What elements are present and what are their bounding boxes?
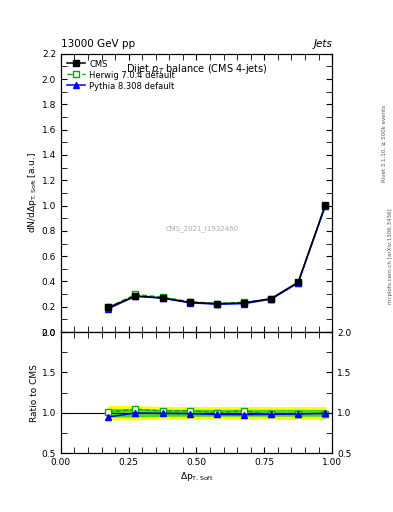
X-axis label: $\Delta\rm{p}_{T,Soft}$: $\Delta\rm{p}_{T,Soft}$ [180,470,213,482]
Line: Pythia 8.308 default: Pythia 8.308 default [106,203,328,311]
Herwig 7.0.4 default [133,291,138,297]
Text: Jets: Jets [313,38,332,49]
Pythia 8.308 default [133,293,138,299]
Herwig 7.0.4 default [323,203,328,209]
CMS [296,279,301,285]
CMS [106,304,111,310]
Pythia 8.308 default [160,295,165,301]
Pythia 8.308 default [215,301,219,307]
Pythia 8.308 default [269,296,274,302]
Text: CMS_2021_I1932460: CMS_2021_I1932460 [165,226,239,232]
Text: mcplots.cern.ch [arXiv:1306.3436]: mcplots.cern.ch [arXiv:1306.3436] [388,208,393,304]
CMS [242,300,246,306]
Herwig 7.0.4 default [160,294,165,300]
Pythia 8.308 default [242,301,246,307]
Pythia 8.308 default [106,306,111,312]
Line: Herwig 7.0.4 default: Herwig 7.0.4 default [106,203,328,310]
Legend: CMS, Herwig 7.0.4 default, Pythia 8.308 default: CMS, Herwig 7.0.4 default, Pythia 8.308 … [65,58,177,93]
Pythia 8.308 default [296,280,301,286]
Text: 13000 GeV pp: 13000 GeV pp [61,38,135,49]
CMS [133,293,138,299]
CMS [269,295,274,302]
Herwig 7.0.4 default [242,299,246,305]
CMS [323,202,328,208]
Herwig 7.0.4 default [215,301,219,307]
CMS [215,301,219,307]
Text: Rivet 3.1.10, ≥ 500k events: Rivet 3.1.10, ≥ 500k events [382,105,387,182]
Herwig 7.0.4 default [106,304,111,310]
Y-axis label: dN/d$\Delta\rm{p}_{T,Soft}$ [a.u.]: dN/d$\Delta\rm{p}_{T,Soft}$ [a.u.] [26,153,39,233]
Herwig 7.0.4 default [296,280,301,286]
CMS [187,300,192,306]
Herwig 7.0.4 default [269,296,274,302]
Line: CMS: CMS [106,202,328,310]
Herwig 7.0.4 default [187,298,192,305]
CMS [160,295,165,301]
Pythia 8.308 default [187,300,192,306]
Text: Dijet $p_T$ balance (CMS 4-jets): Dijet $p_T$ balance (CMS 4-jets) [126,62,267,76]
Y-axis label: Ratio to CMS: Ratio to CMS [30,364,39,421]
Pythia 8.308 default [323,203,328,209]
